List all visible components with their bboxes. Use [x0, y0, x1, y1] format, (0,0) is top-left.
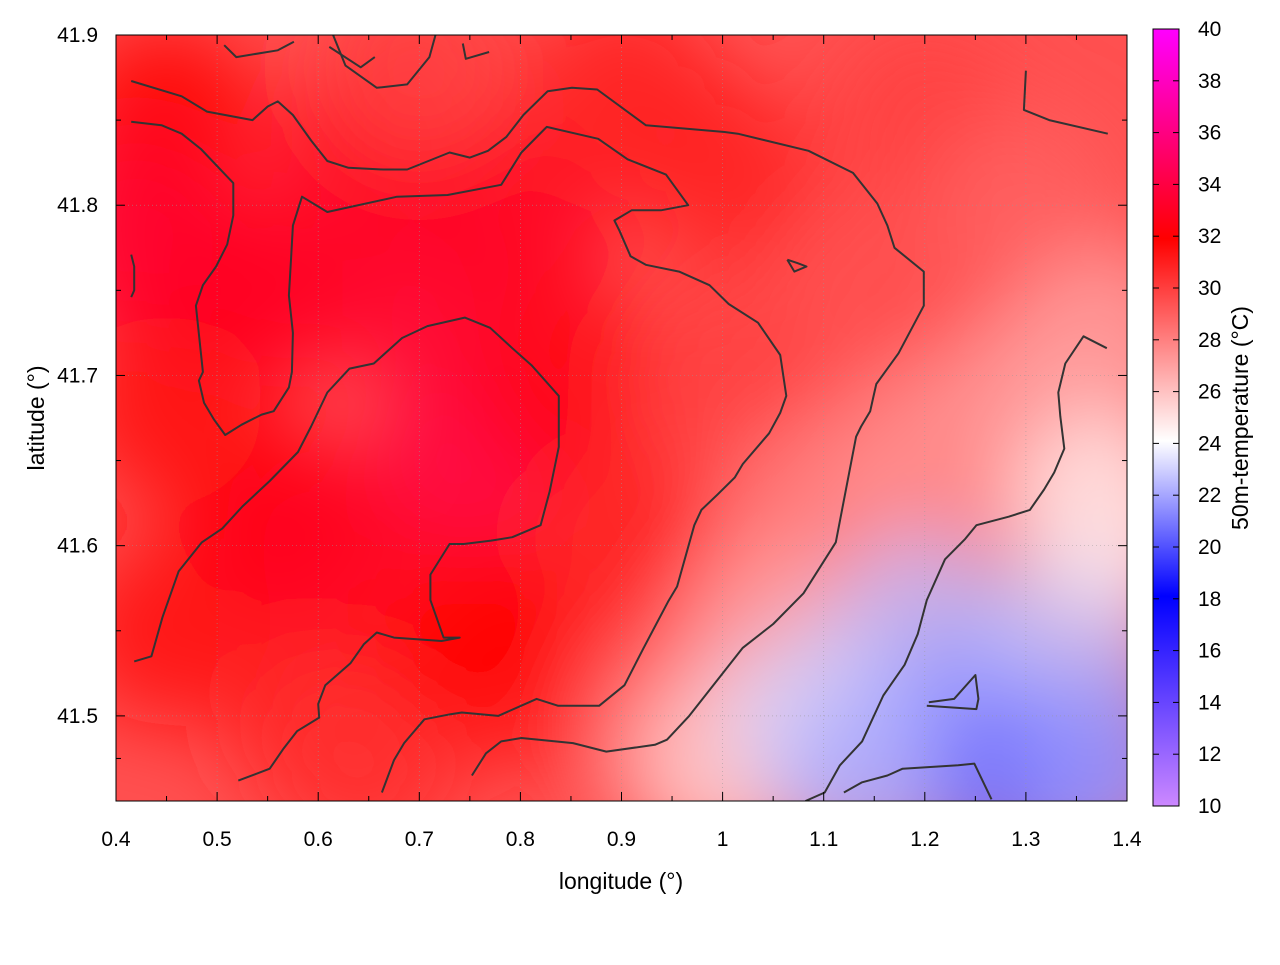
heatmap-cell: [526, 450, 717, 641]
x-axis-label: longitude (°): [559, 868, 683, 894]
contour-line: [130, 80, 925, 777]
colorbar-tick-label: 32: [1198, 225, 1221, 248]
colorbar-tick-label: 24: [1198, 432, 1222, 455]
y-tick-label: 41.7: [57, 364, 98, 387]
x-tick-label: 1.3: [1011, 828, 1040, 851]
heatmap-cell: [779, 689, 970, 801]
contour-line: [926, 674, 980, 711]
colorbar-tick-label: 26: [1198, 381, 1221, 404]
y-tick-label: 41.6: [57, 535, 98, 558]
contour-line: [130, 254, 136, 298]
colorbar-tick-label: 20: [1198, 536, 1221, 559]
contour-line: [131, 120, 788, 793]
contour-line: [328, 46, 376, 69]
contour-line: [805, 335, 1108, 801]
axis-ticks: 0.4 0.5 0.6 0.7 0.8 0.9 1 1.1 1.2 1.3 1.4 41.5 41.6 4…: [57, 24, 1142, 851]
contour-line: [843, 762, 993, 800]
contour-line: [223, 40, 295, 59]
heatmap-cell: [374, 535, 565, 726]
heatmap-field: [116, 35, 1127, 801]
contour-line: [332, 35, 437, 89]
colorbar-label: 50m-temperature (°C): [1227, 306, 1253, 530]
colorbar-ticks: 10 12 14 16 18 20 22 24 26 28 30 32 34 36 38 40: [1153, 18, 1222, 818]
x-tick-label: 1.4: [1112, 828, 1142, 851]
colorbar-tick-label: 40: [1198, 18, 1221, 41]
x-tick-label: 1: [717, 828, 729, 851]
colorbar-tick-label: 36: [1198, 122, 1221, 145]
colorbar-tick-label: 28: [1198, 329, 1221, 352]
y-tick-label: 41.9: [57, 24, 98, 47]
colorbar-tick-label: 12: [1198, 743, 1221, 766]
colorbar: [1152, 28, 1180, 807]
temperature-heatmap: [116, 35, 1127, 801]
x-tick-label: 0.7: [405, 828, 434, 851]
heatmap-cell: [779, 195, 970, 386]
colorbar-tick-label: 22: [1198, 484, 1221, 507]
contour-line: [1022, 70, 1109, 135]
contour-line: [786, 258, 808, 273]
heatmap-cell: [475, 280, 666, 471]
x-tick-label: 0.6: [304, 828, 333, 851]
colorbar-tick-label: 30: [1198, 277, 1221, 300]
heatmap-cell: [1011, 671, 1127, 801]
colorbar-tick-label: 18: [1198, 588, 1221, 611]
colorbar-tick-label: 10: [1198, 795, 1221, 818]
colorbar-tick-label: 34: [1198, 173, 1222, 196]
y-tick-label: 41.5: [57, 705, 98, 728]
colorbar-tick-label: 16: [1198, 640, 1221, 663]
heatmap-cell: [223, 450, 414, 641]
colorbar-tick-label: 38: [1198, 70, 1221, 93]
contour-line: [461, 43, 490, 60]
heatmap-cell: [829, 365, 1020, 556]
contour-lines: [130, 35, 1109, 801]
x-tick-label: 0.4: [101, 828, 131, 851]
contour-line: [133, 316, 560, 782]
y-tick-label: 41.8: [57, 194, 98, 217]
heatmap-cell: [116, 314, 262, 505]
x-tick-label: 1.1: [809, 828, 838, 851]
x-tick-label: 0.5: [202, 828, 231, 851]
x-tick-label: 0.8: [506, 828, 535, 851]
x-tick-label: 0.9: [607, 828, 636, 851]
x-tick-label: 1.2: [910, 828, 939, 851]
heatmap-cell: [1011, 416, 1127, 607]
colorbar-tick-label: 14: [1198, 691, 1222, 714]
y-axis-label: latitude (°): [23, 365, 49, 470]
